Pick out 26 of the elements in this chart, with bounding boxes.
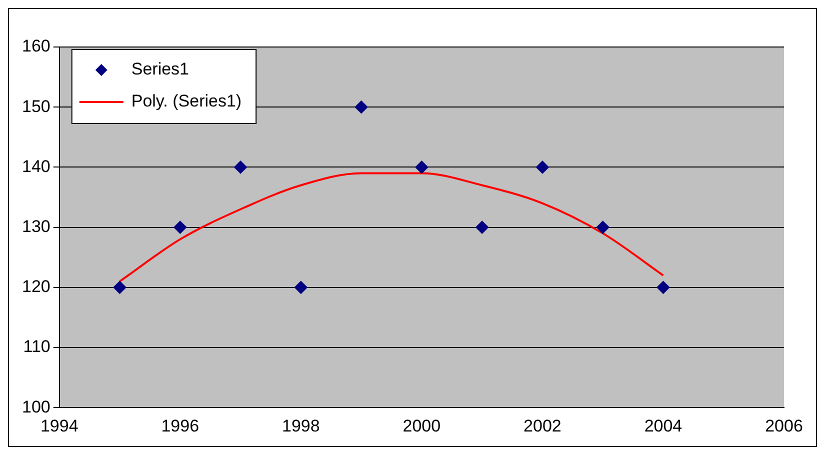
point bbox=[174, 220, 187, 234]
point bbox=[113, 280, 126, 294]
x-tick-label: 2002 bbox=[524, 416, 562, 436]
y-tick-label: 140 bbox=[22, 156, 50, 176]
y-tick-label: 120 bbox=[22, 277, 50, 296]
point bbox=[596, 220, 610, 234]
x-tick-label: 2004 bbox=[644, 416, 682, 436]
point bbox=[476, 220, 489, 234]
x-tick-label: 1994 bbox=[40, 416, 78, 436]
y-tick-label: 160 bbox=[22, 36, 50, 56]
y-tick-label: 130 bbox=[22, 216, 50, 236]
point bbox=[536, 160, 549, 174]
point bbox=[234, 160, 248, 174]
y-tick-label: 150 bbox=[22, 96, 50, 116]
point bbox=[354, 100, 368, 114]
x-tick-label: 2000 bbox=[402, 416, 441, 436]
legend-label: Series1 bbox=[131, 60, 190, 79]
legend-label: Poly. (Series1) bbox=[131, 92, 242, 111]
x-tick-label: 1998 bbox=[282, 416, 320, 436]
x-tick-label: 2006 bbox=[765, 416, 803, 436]
point bbox=[656, 280, 670, 294]
point bbox=[415, 160, 428, 174]
y-tick-label: 110 bbox=[23, 337, 50, 356]
point bbox=[294, 280, 308, 294]
y-tick-label: 100 bbox=[22, 397, 50, 416]
x-tick-label: 1996 bbox=[161, 416, 200, 436]
